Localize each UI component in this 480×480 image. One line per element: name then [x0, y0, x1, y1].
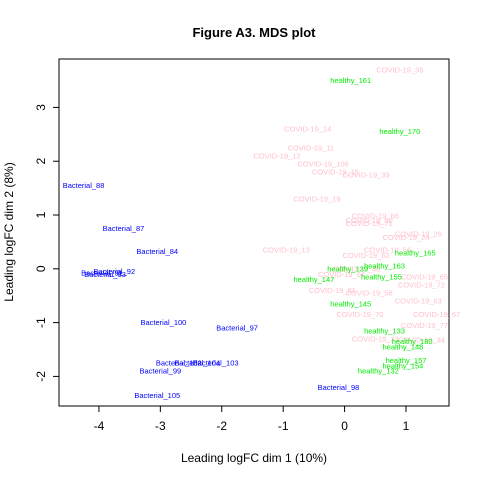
data-point-label: Bacterial_99	[139, 367, 181, 376]
data-point-label: healthy_133	[364, 326, 405, 335]
data-point-label: healthy_161	[330, 76, 371, 85]
data-point-label: healthy_155	[361, 272, 402, 281]
data-point-label: COVID-19_77	[401, 321, 448, 330]
data-point-label: COVID-19_14	[284, 125, 331, 134]
data-point-label: COVID-19_15	[312, 168, 359, 177]
data-point-label: Bacterial_103	[193, 359, 239, 368]
data-point-label: COVID-19_19	[293, 194, 340, 203]
data-point-label: healthy_157	[386, 356, 427, 365]
data-point-label: Bacterial_92	[93, 267, 135, 276]
data-point-label: Bacterial_83	[84, 270, 126, 279]
data-point-label: Bacterial_100	[140, 318, 186, 327]
data-point-label: COVID-19_62	[343, 251, 390, 260]
data-point-label: Bacterial_97	[216, 324, 258, 333]
data-point-label: COVID-19_58	[346, 289, 393, 298]
data-point-label: healthy_147	[293, 275, 334, 284]
data-point-label: COVID-19_66	[352, 212, 399, 221]
y-axis: -2 -1 0 1 2 3	[34, 104, 60, 382]
data-point-label: Bacterial_104	[174, 359, 220, 368]
y-tick-label: 2	[34, 158, 48, 165]
data-point-label: Bacterial_84	[136, 247, 178, 256]
x-tick-label: -1	[278, 419, 289, 433]
data-point-label: COVID-19_13	[263, 246, 310, 255]
data-point-label: healthy_180	[392, 337, 433, 346]
data-point-label: COVID-19_64	[318, 270, 365, 279]
x-tick-label: -4	[94, 419, 105, 433]
data-point-label: COVID-19_65	[401, 272, 448, 281]
data-point-label: healthy_163	[364, 262, 405, 271]
data-point-label: Bacterial_87	[103, 224, 145, 233]
data-point-label: healthy_165	[395, 248, 436, 257]
data-point-label: COVID-19_34	[398, 335, 445, 344]
data-point-label: COVID-19_71	[346, 219, 393, 228]
y-tick-label: -2	[34, 371, 48, 382]
data-point-label: healthy_154	[382, 361, 423, 370]
data-point-label: Bacterial_102	[156, 359, 202, 368]
y-axis-label: Leading logFC dim 2 (8%)	[2, 162, 16, 301]
data-point-label: COVID-19_81	[309, 286, 356, 295]
data-point-label: COVID-19_11	[288, 143, 335, 152]
x-tick-label: -2	[216, 419, 227, 433]
data-point-label: healthy_170	[379, 127, 420, 136]
data-point-label: healthy_139	[327, 264, 368, 273]
data-point-label: COVID-19_67	[413, 310, 460, 319]
x-axis: -4 -3 -2 -1 0 1	[94, 405, 410, 433]
data-point-label: Bacterial_98	[318, 383, 360, 392]
data-point-label: Bacterial_91	[81, 269, 123, 278]
data-point-label: COVID-19_33	[352, 334, 399, 343]
y-tick-label: 1	[34, 211, 48, 218]
data-point-label: Bacterial_88	[63, 181, 105, 190]
x-tick-label: 0	[341, 419, 348, 433]
y-tick-label: 3	[34, 104, 48, 111]
data-point-label: COVID-19_24	[382, 233, 429, 242]
data-point-label: Bacterial_105	[134, 391, 180, 400]
data-point-label: COVID-19_70	[336, 310, 383, 319]
x-tick-label: -3	[155, 419, 166, 433]
data-point-label: healthy_148	[382, 342, 423, 351]
data-point-label: COVID-19_63	[395, 297, 442, 306]
data-point-label: COVID-19_72	[398, 281, 445, 290]
data-point-label: COVID-19_35	[376, 65, 423, 74]
data-point-label: healthy_132	[358, 367, 399, 376]
data-point-label: COVID-19_56	[364, 246, 411, 255]
x-axis-label: Leading logFC dim 1 (10%)	[181, 451, 327, 465]
data-point-label: COVID-19_39	[343, 170, 390, 179]
y-tick-label: -1	[34, 317, 48, 328]
chart-title: Figure A3. MDS plot	[192, 25, 316, 40]
y-tick-label: 0	[34, 265, 48, 272]
data-point-label: COVID-19_50	[346, 216, 393, 225]
data-point-label: COVID-19_48	[333, 264, 380, 273]
data-point-label: COVID-19_106	[297, 160, 348, 169]
data-point-label: healthy_145	[330, 299, 371, 308]
point-labels: Bacterial_88 Bacterial_87 Bacterial_84 Bact…	[63, 65, 461, 399]
data-point-label: COVID-19_12	[253, 151, 300, 160]
x-tick-label: 1	[403, 419, 410, 433]
data-point-label: COVID-19_26	[395, 229, 442, 238]
